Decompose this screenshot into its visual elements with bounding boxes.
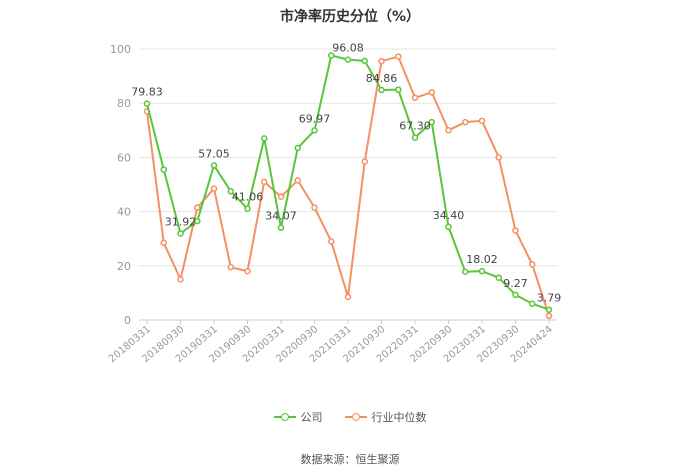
data-label: 41.06 [232, 191, 264, 204]
data-point-industry [445, 127, 452, 134]
data-label: 34.07 [265, 210, 297, 223]
data-point-industry [378, 57, 385, 65]
data-point-company [194, 217, 201, 225]
data-label: 3.79 [537, 292, 562, 305]
chart-title: 市净率历史分位（%） [279, 9, 421, 25]
data-point-company [328, 52, 335, 59]
data-point-company [512, 291, 519, 299]
y-tick-label: 0 [124, 314, 131, 327]
data-point-industry [361, 158, 368, 165]
data-point-industry [227, 263, 234, 271]
data-point-company [445, 223, 452, 231]
data-label: 18.02 [466, 253, 498, 266]
data-point-industry [344, 293, 352, 301]
data-label: 34.40 [433, 209, 465, 222]
data-label: 96.08 [332, 42, 364, 55]
y-tick-label: 80 [117, 97, 131, 110]
data-source: 数据来源：恒生聚源 [300, 453, 400, 466]
data-point-industry [529, 261, 536, 268]
data-point-company [462, 268, 469, 276]
data-point-company [210, 162, 218, 169]
y-tick-label: 100 [110, 43, 131, 56]
series-line-company [146, 54, 550, 311]
data-point-industry [428, 89, 435, 96]
data-point-industry [160, 239, 167, 247]
data-point-company [244, 205, 251, 212]
data-point-company [411, 134, 419, 141]
data-label: 31.92 [165, 215, 197, 228]
data-point-company [294, 144, 301, 152]
data-point-company [261, 135, 268, 142]
data-point-industry [462, 118, 469, 126]
data-label: 79.83 [131, 86, 163, 99]
data-point-company [545, 306, 553, 313]
data-point-company [227, 188, 234, 195]
data-point-industry [244, 267, 251, 275]
legend: 公司 行业中位数 [0, 409, 700, 425]
data-point-company [344, 56, 352, 63]
y-tick-label: 20 [117, 260, 131, 273]
data-point-industry [411, 94, 419, 102]
data-point-company [177, 230, 184, 237]
data-point-industry [194, 204, 201, 211]
data-point-company [311, 127, 318, 134]
data-label: 84.86 [366, 72, 398, 85]
data-label: 9.27 [503, 277, 528, 290]
legend-swatch-industry [344, 412, 367, 422]
data-point-industry [512, 227, 519, 234]
data-point-industry [545, 312, 553, 320]
legend-item-industry[interactable]: 行业中位数 [344, 409, 427, 425]
data-point-industry [311, 204, 318, 211]
y-tick-label: 60 [117, 151, 131, 164]
data-point-company [529, 300, 536, 307]
legend-item-company[interactable]: 公司 [273, 409, 323, 425]
data-label: 57.05 [198, 147, 230, 160]
data-point-company [143, 100, 151, 107]
legend-label-company: 公司 [300, 411, 323, 424]
data-point-company [395, 86, 402, 93]
data-point-industry [177, 276, 184, 283]
y-tick-label: 40 [117, 206, 131, 219]
data-point-industry [210, 185, 218, 192]
data-point-industry [294, 177, 301, 184]
data-point-company [277, 224, 285, 231]
data-point-company [495, 274, 502, 281]
data-point-company [361, 57, 368, 65]
data-label: 69.97 [299, 112, 331, 125]
data-point-industry [395, 53, 402, 60]
data-label: 67.30 [399, 120, 431, 133]
data-point-company [160, 166, 167, 173]
data-point-industry [478, 117, 486, 125]
data-point-industry [277, 193, 285, 200]
data-point-industry [495, 154, 502, 161]
data-point-company [478, 267, 486, 275]
legend-swatch-company [273, 412, 296, 422]
data-point-industry [328, 238, 335, 245]
legend-label-industry: 行业中位数 [371, 411, 427, 424]
data-point-company [428, 118, 435, 126]
data-point-industry [261, 178, 268, 186]
data-point-company [378, 86, 385, 94]
